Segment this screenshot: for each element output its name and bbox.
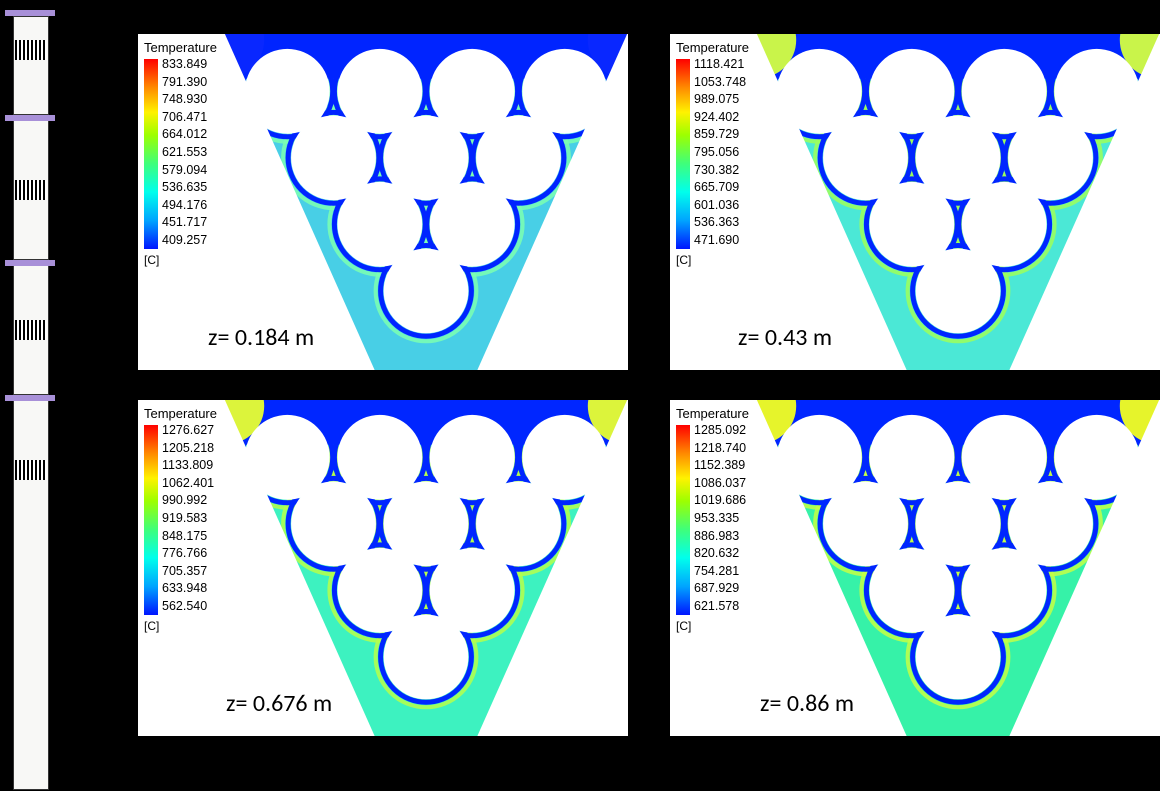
guide-marker <box>5 115 55 121</box>
temperature-legend: Temperature 1118.421 1053.748 989.075 924.40… <box>676 40 749 267</box>
legend-value: 795.056 <box>694 145 746 159</box>
legend-value: 1118.421 <box>694 57 746 71</box>
guide-stripe <box>15 320 47 340</box>
axial-guide-strip <box>5 0 55 791</box>
legend-colorbar <box>144 59 158 249</box>
temperature-contour <box>756 400 1160 736</box>
contour-panel: Temperature 1285.092 1218.740 1152.389 1086.… <box>670 400 1160 736</box>
legend-value: 665.709 <box>694 180 746 194</box>
legend-value: 886.983 <box>694 529 746 543</box>
z-position-label: z= 0.86 m <box>760 689 854 718</box>
guide-core-seg <box>13 16 49 115</box>
legend-unit: [C] <box>144 253 217 267</box>
legend-value: 791.390 <box>162 75 207 89</box>
legend-value: 1133.809 <box>162 458 214 472</box>
legend-value: 833.849 <box>162 57 207 71</box>
guide-stripe <box>15 460 47 480</box>
guide-marker <box>5 10 55 16</box>
legend-value: 664.012 <box>162 127 207 141</box>
legend-title: Temperature <box>144 406 217 421</box>
legend-value: 633.948 <box>162 581 214 595</box>
temperature-legend: Temperature 1285.092 1218.740 1152.389 1086.… <box>676 406 749 633</box>
legend-value: 1062.401 <box>162 476 214 490</box>
temperature-legend: Temperature 833.849 791.390 748.930 706.471 6… <box>144 40 217 267</box>
temperature-contour <box>224 34 628 370</box>
z-position-label: z= 0.676 m <box>226 689 332 718</box>
legend-title: Temperature <box>144 40 217 55</box>
legend-value: 924.402 <box>694 110 746 124</box>
legend-value: 989.075 <box>694 92 746 106</box>
panel-grid: Temperature 833.849 791.390 748.930 706.471 6… <box>138 34 1160 736</box>
legend-value: 451.717 <box>162 215 207 229</box>
guide-stripe <box>15 40 47 60</box>
legend-value: 687.929 <box>694 581 746 595</box>
legend-value: 579.094 <box>162 163 207 177</box>
legend-value: 953.335 <box>694 511 746 525</box>
legend-value: 562.540 <box>162 599 214 613</box>
legend-colorbar <box>144 425 158 615</box>
legend-title: Temperature <box>676 40 749 55</box>
legend-value: 1205.218 <box>162 441 214 455</box>
legend-value: 621.553 <box>162 145 207 159</box>
legend-values: 1276.627 1205.218 1133.809 1062.401 990.992 9… <box>162 423 214 613</box>
legend-value: 1152.389 <box>694 458 746 472</box>
legend-values: 1285.092 1218.740 1152.389 1086.037 1019.686… <box>694 423 746 613</box>
legend-value: 1276.627 <box>162 423 214 437</box>
legend-values: 1118.421 1053.748 989.075 924.402 859.729 795… <box>694 57 746 247</box>
legend-values: 833.849 791.390 748.930 706.471 664.012 621.5… <box>162 57 207 247</box>
legend-colorbar <box>676 425 690 615</box>
legend-value: 820.632 <box>694 546 746 560</box>
legend-colorbar <box>676 59 690 249</box>
z-position-label: z= 0.43 m <box>738 323 832 352</box>
legend-value: 776.766 <box>162 546 214 560</box>
guide-marker <box>5 260 55 266</box>
legend-value: 705.357 <box>162 564 214 578</box>
legend-value: 748.930 <box>162 92 207 106</box>
legend-value: 621.578 <box>694 599 746 613</box>
legend-value: 471.690 <box>694 233 746 247</box>
legend-value: 1285.092 <box>694 423 746 437</box>
guide-core-seg <box>13 400 49 790</box>
temperature-contour <box>756 34 1160 370</box>
legend-value: 848.175 <box>162 529 214 543</box>
legend-unit: [C] <box>676 619 749 633</box>
legend-value: 990.992 <box>162 493 214 507</box>
guide-stripe <box>15 180 47 200</box>
contour-panel: Temperature 1276.627 1205.218 1133.809 1062.… <box>138 400 628 736</box>
contour-panel: Temperature 833.849 791.390 748.930 706.471 6… <box>138 34 628 370</box>
legend-value: 601.036 <box>694 198 746 212</box>
legend-value: 1086.037 <box>694 476 746 490</box>
legend-value: 706.471 <box>162 110 207 124</box>
legend-value: 536.363 <box>694 215 746 229</box>
z-position-label: z= 0.184 m <box>208 323 314 352</box>
legend-unit: [C] <box>676 253 749 267</box>
legend-title: Temperature <box>676 406 749 421</box>
legend-unit: [C] <box>144 619 217 633</box>
temperature-contour <box>224 400 628 736</box>
legend-value: 754.281 <box>694 564 746 578</box>
guide-marker <box>5 395 55 401</box>
legend-value: 1053.748 <box>694 75 746 89</box>
legend-value: 409.257 <box>162 233 207 247</box>
legend-value: 536.635 <box>162 180 207 194</box>
legend-value: 919.583 <box>162 511 214 525</box>
legend-value: 1218.740 <box>694 441 746 455</box>
legend-value: 1019.686 <box>694 493 746 507</box>
legend-value: 859.729 <box>694 127 746 141</box>
legend-value: 494.176 <box>162 198 207 212</box>
contour-panel: Temperature 1118.421 1053.748 989.075 924.40… <box>670 34 1160 370</box>
legend-value: 730.382 <box>694 163 746 177</box>
temperature-legend: Temperature 1276.627 1205.218 1133.809 1062.… <box>144 406 217 633</box>
